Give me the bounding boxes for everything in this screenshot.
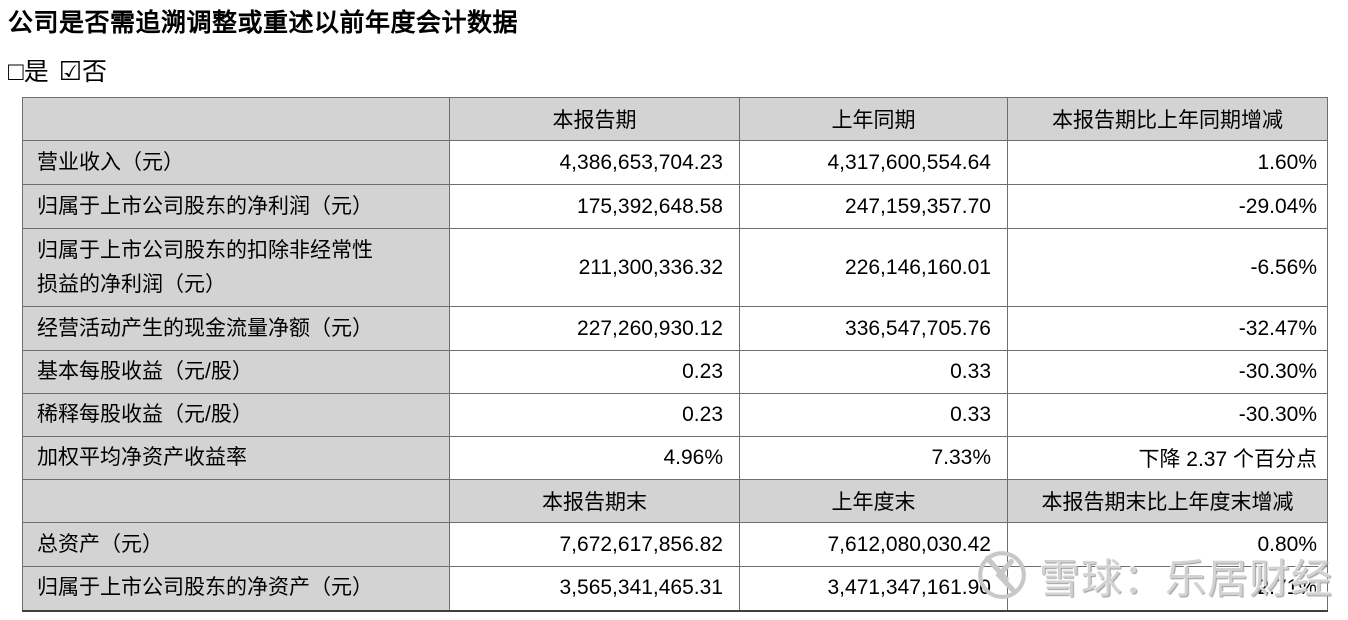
table-row-net-assets: 归属于上市公司股东的净资产（元） 3,565,341,465.31 3,471,… bbox=[22, 566, 1328, 612]
prior-value-cell: 7.33% bbox=[739, 436, 1008, 480]
current-value-cell: 211,300,336.32 bbox=[449, 228, 740, 307]
row-label-cell: 归属于上市公司股东的扣除非经常性损益的净利润（元） bbox=[22, 228, 450, 307]
table-row-net-profit: 归属于上市公司股东的净利润（元） 175,392,648.58 247,159,… bbox=[22, 184, 1328, 229]
table-header-row-period-end: 本报告期末 上年度末 本报告期末比上年度末增减 bbox=[22, 479, 1328, 523]
prior-value-cell: 7,612,080,030.42 bbox=[739, 522, 1008, 567]
page-title: 公司是否需追溯调整或重述以前年度会计数据 bbox=[8, 9, 519, 37]
table-header-row-period: 本报告期 上年同期 本报告期比上年同期增减 bbox=[22, 97, 1328, 141]
change-value-cell: 0.80% bbox=[1007, 522, 1328, 567]
restatement-choice-line: □是 ☑否 bbox=[8, 52, 117, 88]
checkbox-no-label: 否 bbox=[82, 58, 108, 86]
row-label-cell: 加权平均净资产收益率 bbox=[22, 436, 450, 480]
current-value-cell: 0.23 bbox=[449, 393, 740, 437]
row-label-cell: 稀释每股收益（元/股） bbox=[22, 393, 450, 437]
prior-value-cell: 226,146,160.01 bbox=[739, 228, 1008, 307]
header-period-change: 本报告期比上年同期增减 bbox=[1007, 97, 1328, 141]
change-value-cell: -32.47% bbox=[1007, 306, 1328, 351]
header-prior-year-end: 上年度末 bbox=[739, 479, 1008, 523]
row-label-cell: 归属于上市公司股东的净资产（元） bbox=[22, 566, 450, 612]
row-label-cell: 总资产（元） bbox=[22, 522, 450, 567]
change-value-cell: 下降 2.37 个百分点 bbox=[1007, 436, 1328, 480]
financial-summary-table: 本报告期 上年同期 本报告期比上年同期增减 营业收入（元） 4,386,653,… bbox=[22, 97, 1328, 612]
table-row-weighted-avg-roe: 加权平均净资产收益率 4.96% 7.33% 下降 2.37 个百分点 bbox=[22, 436, 1328, 480]
change-value-cell: 2.71% bbox=[1007, 566, 1328, 612]
change-value-cell: -6.56% bbox=[1007, 228, 1328, 307]
prior-value-cell: 336,547,705.76 bbox=[739, 306, 1008, 351]
change-value-cell: -30.30% bbox=[1007, 393, 1328, 437]
checkbox-checked-icon: ☑ bbox=[58, 56, 83, 86]
table-row-net-profit-excl-nonrecurring: 归属于上市公司股东的扣除非经常性损益的净利润（元） 211,300,336.32… bbox=[22, 228, 1328, 307]
checkbox-option-no: ☑否 bbox=[58, 56, 108, 86]
current-value-cell: 7,672,617,856.82 bbox=[449, 522, 740, 567]
header-current-period-end: 本报告期末 bbox=[449, 479, 740, 523]
header-empty-cell bbox=[22, 479, 450, 523]
prior-value-cell: 0.33 bbox=[739, 350, 1008, 394]
change-value-cell: -29.04% bbox=[1007, 184, 1328, 229]
current-value-cell: 0.23 bbox=[449, 350, 740, 394]
header-period-end-change: 本报告期末比上年度末增减 bbox=[1007, 479, 1328, 523]
header-empty-cell bbox=[22, 97, 450, 141]
checkbox-yes-label: 是 bbox=[23, 58, 49, 86]
row-label-cell: 基本每股收益（元/股） bbox=[22, 350, 450, 394]
change-value-cell: 1.60% bbox=[1007, 140, 1328, 185]
checkbox-option-yes: □是 bbox=[8, 56, 49, 86]
table-row-total-assets: 总资产（元） 7,672,617,856.82 7,612,080,030.42… bbox=[22, 522, 1328, 567]
prior-value-cell: 4,317,600,554.64 bbox=[739, 140, 1008, 185]
table-row-diluted-eps: 稀释每股收益（元/股） 0.23 0.33 -30.30% bbox=[22, 393, 1328, 437]
checkbox-unchecked-icon: □ bbox=[8, 56, 24, 86]
current-value-cell: 4,386,653,704.23 bbox=[449, 140, 740, 185]
row-label-cell: 营业收入（元） bbox=[22, 140, 450, 185]
prior-value-cell: 0.33 bbox=[739, 393, 1008, 437]
prior-value-cell: 247,159,357.70 bbox=[739, 184, 1008, 229]
current-value-cell: 3,565,341,465.31 bbox=[449, 566, 740, 612]
current-value-cell: 4.96% bbox=[449, 436, 740, 480]
table-row-basic-eps: 基本每股收益（元/股） 0.23 0.33 -30.30% bbox=[22, 350, 1328, 394]
row-label-cell: 经营活动产生的现金流量净额（元） bbox=[22, 306, 450, 351]
prior-value-cell: 3,471,347,161.90 bbox=[739, 566, 1008, 612]
row-label-cell: 归属于上市公司股东的净利润（元） bbox=[22, 184, 450, 229]
current-value-cell: 227,260,930.12 bbox=[449, 306, 740, 351]
current-value-cell: 175,392,648.58 bbox=[449, 184, 740, 229]
header-prior-period: 上年同期 bbox=[739, 97, 1008, 141]
header-current-period: 本报告期 bbox=[449, 97, 740, 141]
change-value-cell: -30.30% bbox=[1007, 350, 1328, 394]
table-row-revenue: 营业收入（元） 4,386,653,704.23 4,317,600,554.6… bbox=[22, 140, 1328, 185]
table-row-operating-cash-flow: 经营活动产生的现金流量净额（元） 227,260,930.12 336,547,… bbox=[22, 306, 1328, 351]
